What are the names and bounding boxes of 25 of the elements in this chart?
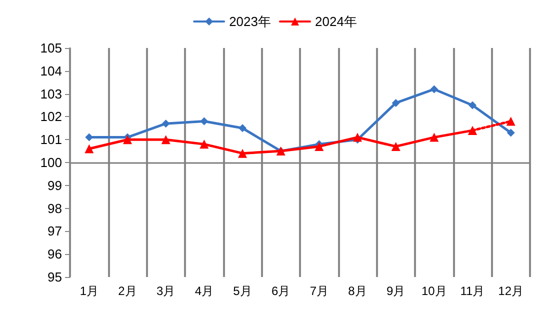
legend-label: 2024年 <box>315 14 357 29</box>
x-tick-label: 6月 <box>271 284 290 298</box>
y-tick-label: 101 <box>40 132 62 148</box>
y-tick-label: 104 <box>40 63 62 78</box>
x-tick-label: 9月 <box>386 284 406 298</box>
x-tick-label: 8月 <box>348 284 367 298</box>
x-tick-label: 1月 <box>80 284 99 298</box>
y-tick-label: 103 <box>40 86 62 102</box>
x-tick-label: 2月 <box>118 284 137 298</box>
y-tick-label: 98 <box>48 200 62 216</box>
x-tick-label: 5月 <box>233 284 252 298</box>
x-tick-label: 3月 <box>156 284 176 298</box>
y-tick-label: 97 <box>48 224 62 239</box>
y-tick-label: 99 <box>48 178 62 193</box>
x-tick-label: 10月 <box>421 284 447 298</box>
x-tick-label: 7月 <box>310 284 329 298</box>
x-tick-label: 11月 <box>460 284 485 298</box>
y-tick-label: 96 <box>48 246 62 262</box>
y-tick-label: 105 <box>40 40 62 56</box>
legend-label: 2023年 <box>229 14 271 29</box>
x-tick-label: 12月 <box>498 284 524 298</box>
y-tick-label: 95 <box>48 270 62 284</box>
x-tick-label: 4月 <box>194 284 214 298</box>
y-tick-label: 100 <box>40 155 62 170</box>
y-tick-label: 102 <box>40 109 62 124</box>
